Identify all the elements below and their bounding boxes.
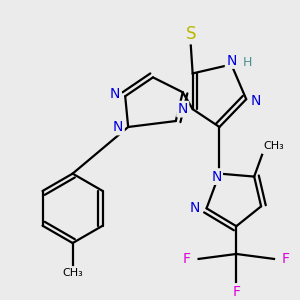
Text: N: N xyxy=(178,102,188,116)
Text: F: F xyxy=(282,252,290,266)
Text: H: H xyxy=(242,56,252,69)
Text: N: N xyxy=(226,53,236,68)
Text: N: N xyxy=(251,94,261,108)
Text: F: F xyxy=(183,252,191,266)
Text: N: N xyxy=(110,87,121,101)
Text: CH₃: CH₃ xyxy=(62,268,83,278)
Text: N: N xyxy=(113,120,123,134)
Text: CH₃: CH₃ xyxy=(264,141,284,151)
Text: N: N xyxy=(211,169,222,184)
Text: N: N xyxy=(190,201,200,215)
Text: S: S xyxy=(185,25,196,43)
Text: F: F xyxy=(232,285,240,299)
